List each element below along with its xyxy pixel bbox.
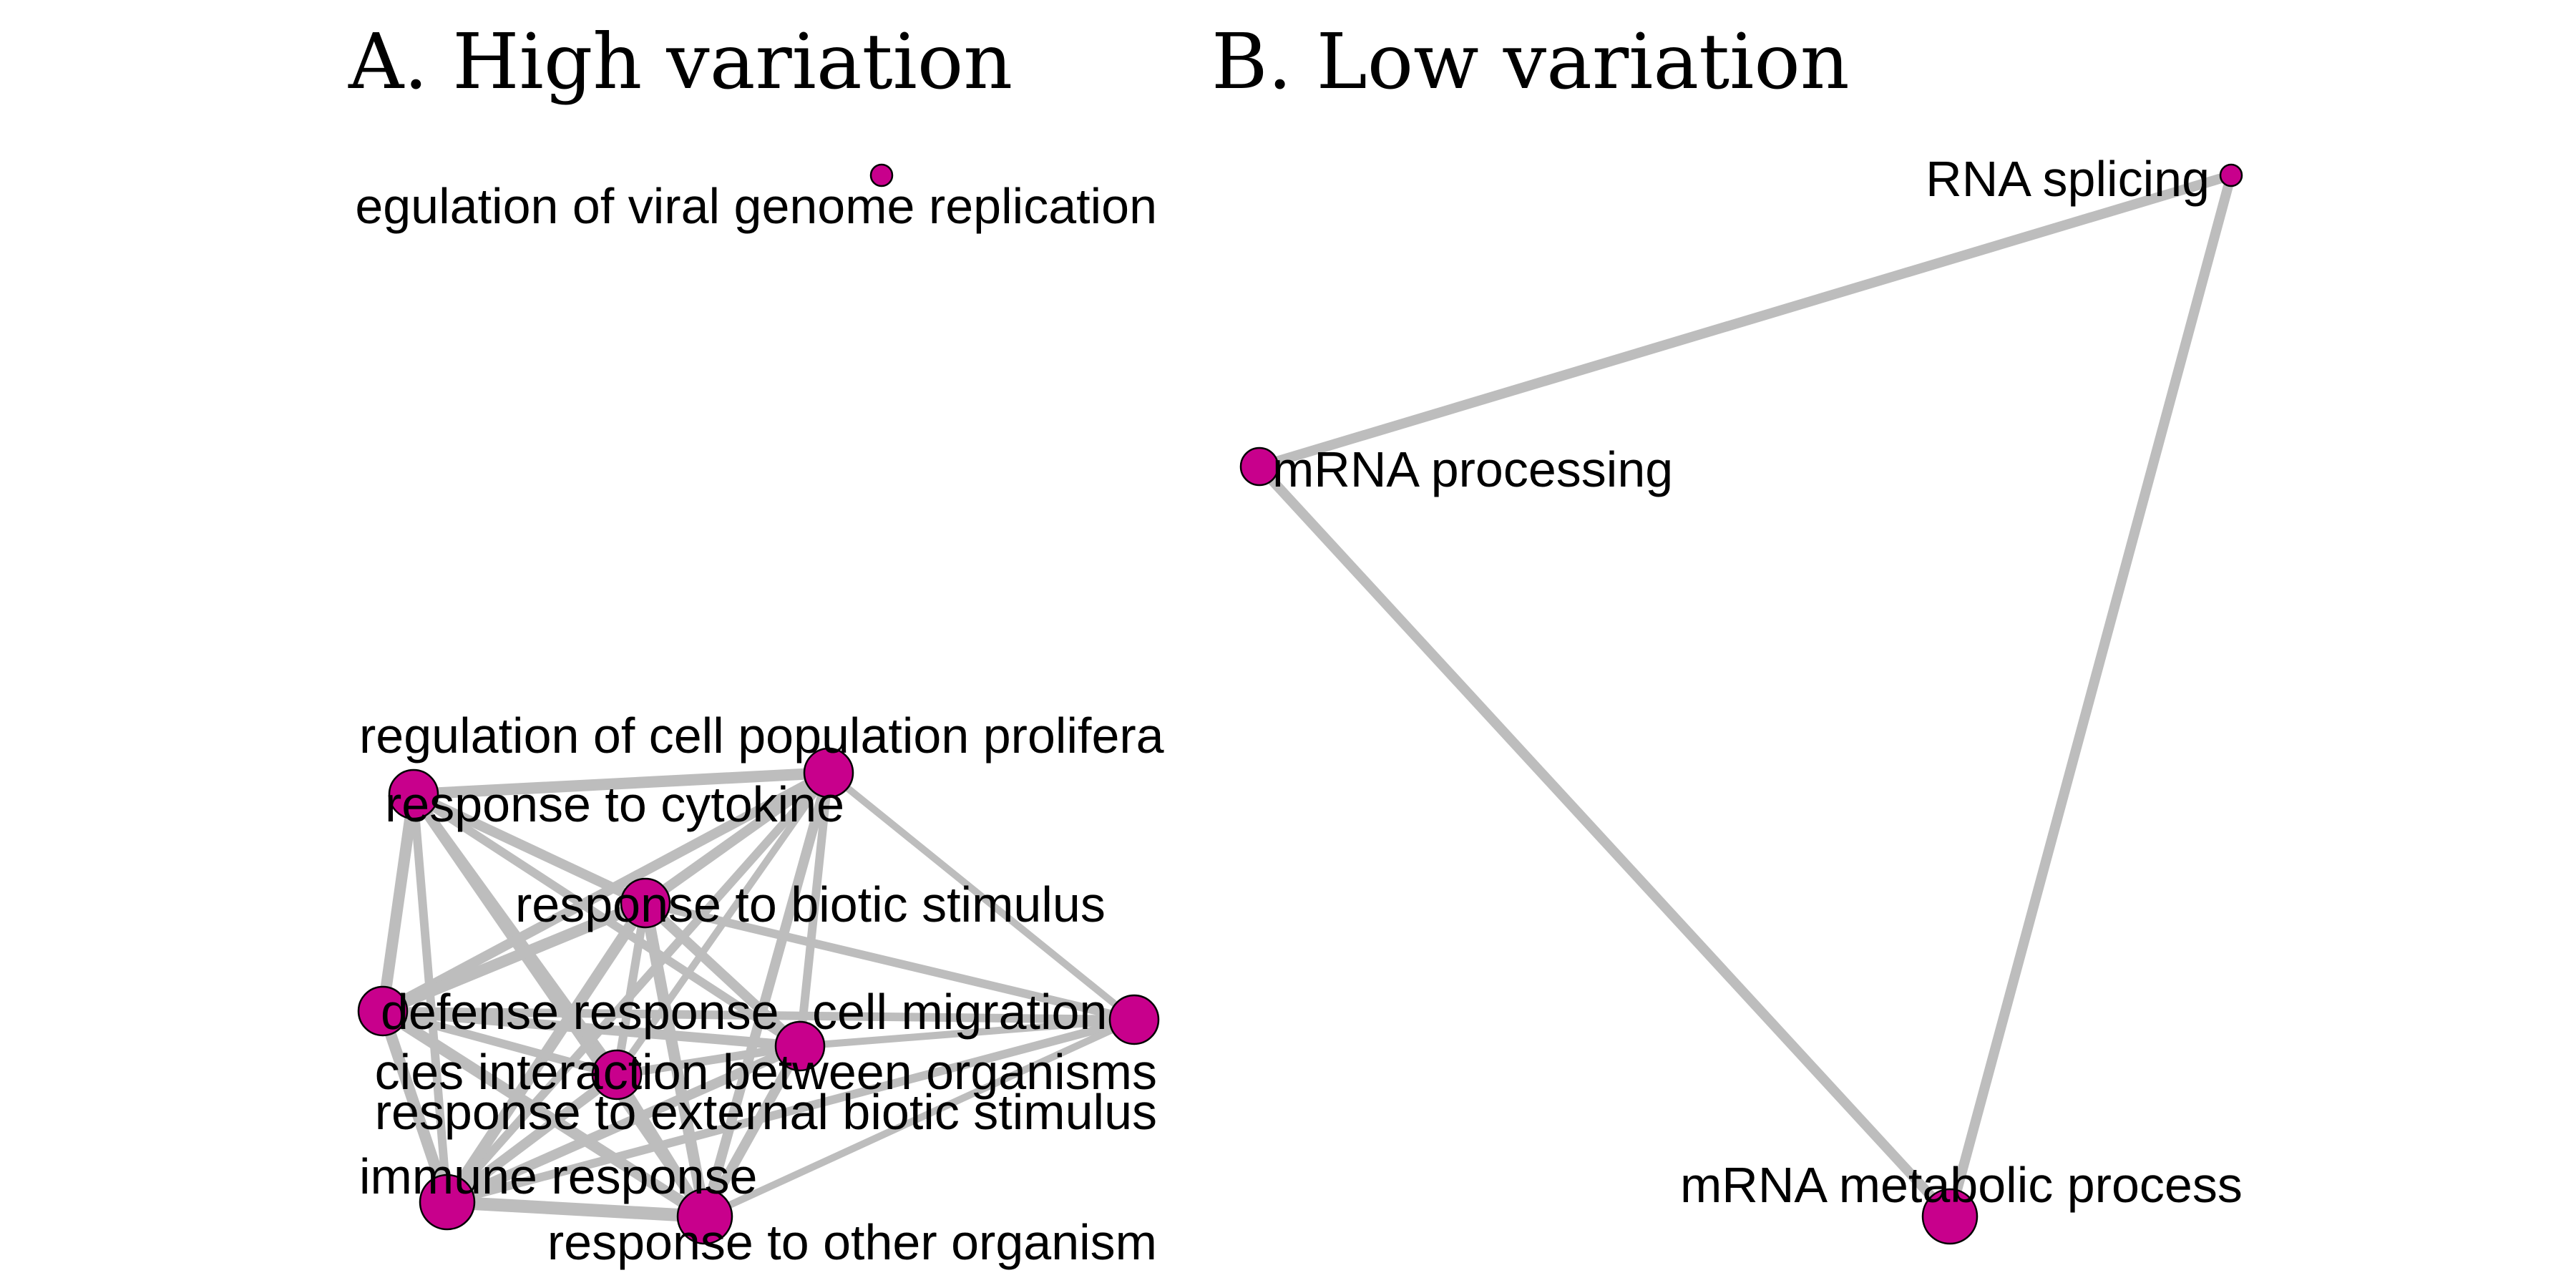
node-label-other: response to other organism	[547, 1214, 1157, 1270]
edge-cytokine-biotic	[409, 789, 650, 908]
edge-prolif-migration	[825, 769, 1138, 1023]
edge-immune-migration	[443, 1015, 1138, 1206]
node-splicing	[2219, 163, 2243, 187]
node-label-splicing: RNA splicing	[1926, 151, 2210, 207]
node-processing	[1239, 447, 1279, 487]
edge-biotic-external	[613, 899, 650, 1079]
node-biotic	[620, 877, 671, 929]
edge-interaction-other	[700, 1041, 805, 1221]
edge-defense-migration	[379, 1007, 1138, 1024]
node-label-immune: immune response	[359, 1148, 757, 1204]
node-label-prolif: regulation of cell population prolifera	[359, 708, 1164, 763]
edge-splicing-processing	[1254, 170, 2236, 472]
edge-immune-other	[441, 1196, 711, 1223]
node-metabolic	[1921, 1188, 1979, 1245]
edge-splicing-metabolic	[1945, 170, 2236, 1221]
node-label-viral: egulation of viral genome replication	[355, 178, 1157, 234]
node-immune	[419, 1174, 476, 1231]
panel-b-labels: RNA splicing mRNA processing mRNA metabo…	[1272, 151, 2243, 1213]
edge-defense-immune	[377, 1005, 453, 1208]
panel-b-nodes	[1239, 163, 2243, 1245]
node-interaction	[774, 1020, 826, 1072]
edge-interaction-immune	[442, 1041, 805, 1207]
node-label-interaction: cies interaction between organisms	[375, 1044, 1157, 1100]
edge-cytokine-immune	[409, 790, 452, 1206]
panel-a-edges	[377, 767, 1138, 1223]
node-migration	[1108, 994, 1160, 1045]
node-label-defense: defense response	[381, 984, 779, 1040]
node-label-metabolic: mRNA metabolic process	[1680, 1157, 2243, 1213]
edge-prolif-interaction	[796, 769, 833, 1050]
node-external	[591, 1049, 643, 1101]
node-label-biotic: response to biotic stimulus	[515, 877, 1106, 932]
node-other	[676, 1188, 733, 1245]
edge-processing-metabolic	[1254, 462, 1955, 1221]
edge-biotic-defense	[377, 897, 651, 1017]
node-label-external: response to external biotic stimulus	[375, 1084, 1157, 1140]
edge-cytokine-prolif	[408, 767, 834, 800]
edge-biotic-interaction	[640, 898, 805, 1051]
edge-interaction-migration	[796, 1016, 1138, 1050]
edge-defense-external	[379, 1007, 621, 1079]
node-defense	[357, 985, 409, 1037]
edge-defense-other	[377, 1005, 711, 1222]
edge-biotic-other	[640, 897, 711, 1222]
node-label-cytokine: response to cytokine	[385, 776, 844, 832]
node-label-migration: cell migration	[812, 984, 1107, 1040]
node-prolif	[803, 747, 854, 799]
node-cytokine	[388, 769, 439, 820]
edge-external-immune	[442, 1070, 622, 1207]
edge-prolif-defense	[378, 768, 834, 1016]
edge-other-migration	[701, 1016, 1138, 1220]
panel-b-edges	[1254, 170, 2236, 1221]
panel-a-nodes	[357, 163, 1160, 1245]
edge-prolif-other	[700, 768, 834, 1221]
edge-prolif-immune	[443, 769, 833, 1206]
panel-a-network: egulation of viral genome replication re…	[355, 163, 1164, 1270]
node-viral	[869, 163, 894, 187]
edge-biotic-migration	[641, 899, 1138, 1024]
panel-a-labels: egulation of viral genome replication re…	[355, 178, 1163, 1270]
edge-interaction-external	[613, 1042, 804, 1079]
edge-cytokine-defense	[377, 789, 419, 1017]
panel-a-title: A. High variation	[348, 18, 1013, 107]
edge-defense-interaction	[378, 1006, 805, 1051]
node-label-processing: mRNA processing	[1272, 441, 1673, 497]
panel-b-network: RNA splicing mRNA processing mRNA metabo…	[1239, 151, 2243, 1245]
panel-b-title: B. Low variation	[1211, 18, 1850, 107]
